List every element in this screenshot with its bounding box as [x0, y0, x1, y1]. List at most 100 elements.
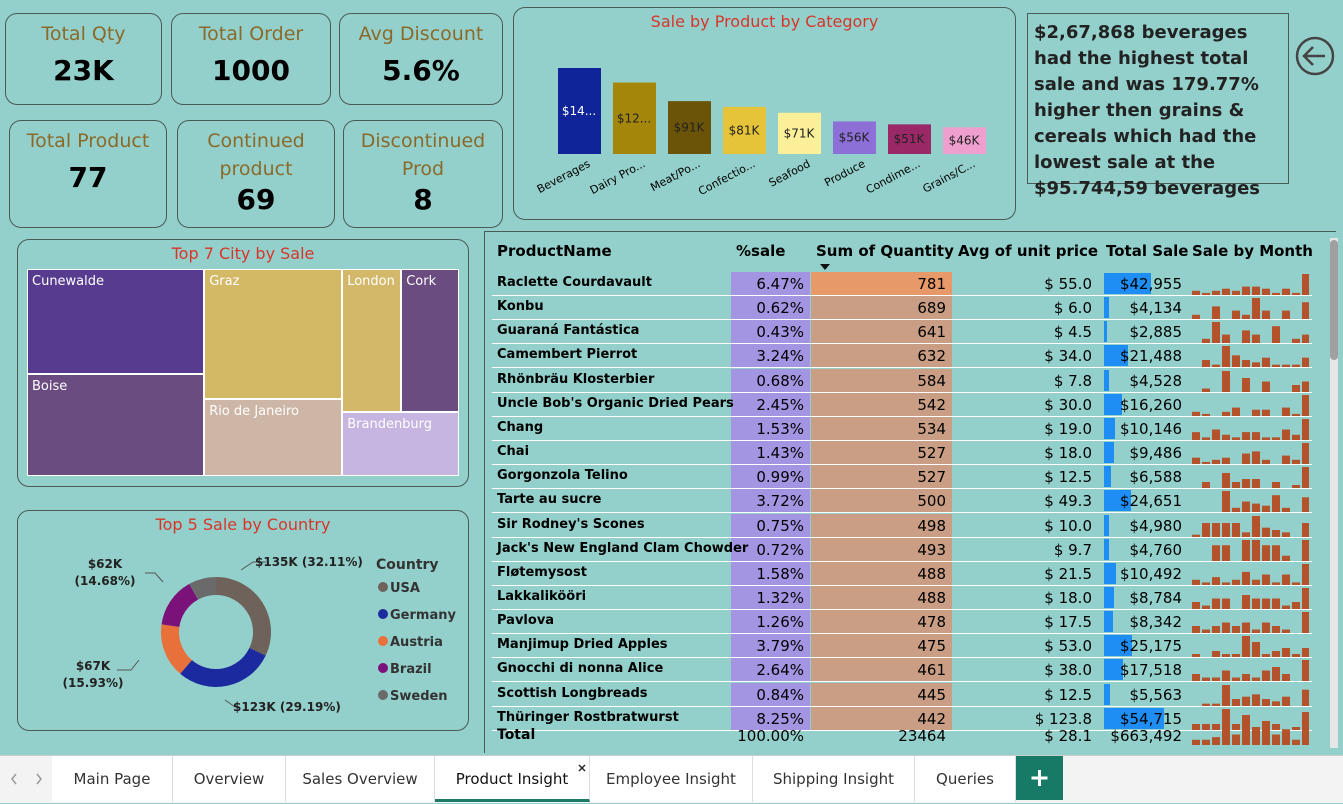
month-bar	[1242, 432, 1250, 440]
tab[interactable]: Overview	[173, 756, 286, 802]
column-header[interactable]: Total Sale	[1106, 242, 1189, 260]
product-table: ProductName %sale Sum of Quantity Avg of un…	[484, 231, 1330, 753]
row-divider	[492, 657, 1312, 659]
month-bar	[1232, 355, 1240, 368]
column-header[interactable]: Sale by Month	[1192, 242, 1313, 260]
month-bar	[1292, 485, 1300, 489]
column-header[interactable]: Sum of Quantity	[816, 242, 954, 260]
tile-label: Brandenburg	[347, 417, 433, 433]
month-bar	[1242, 696, 1250, 706]
pct-sale: 1.58%	[756, 564, 804, 583]
x-tick-label: Produce	[822, 157, 867, 189]
tile-label: Boise	[32, 378, 68, 394]
scrollbar[interactable]	[1330, 238, 1338, 748]
legend-label: Germany	[390, 608, 456, 623]
tab-scroll-arrows[interactable]	[0, 756, 52, 802]
month-bar	[1222, 522, 1230, 537]
column-header[interactable]: %sale	[736, 242, 786, 260]
month-bar	[1222, 582, 1230, 585]
unit-price: $ 49.3	[1044, 492, 1092, 511]
sparkline	[1202, 370, 1309, 392]
month-bar	[1222, 370, 1230, 392]
sparkline	[1192, 612, 1309, 634]
quantity: 534	[917, 419, 946, 438]
month-bar	[1302, 522, 1309, 537]
month-bar	[1192, 411, 1200, 416]
month-bar	[1192, 457, 1200, 465]
data-label: $62K (14.68%)	[74, 557, 136, 588]
unit-price: $ 7.8	[1053, 371, 1092, 390]
month-bar	[1302, 612, 1309, 634]
month-bar	[1302, 648, 1309, 658]
sale-data-bar	[1104, 683, 1111, 705]
month-bar	[1272, 700, 1280, 706]
leader-line	[240, 561, 266, 571]
tab[interactable]: Queries	[915, 756, 1016, 802]
month-bar	[1282, 288, 1290, 295]
plus-icon[interactable]	[1016, 756, 1063, 800]
month-bar	[1282, 555, 1290, 561]
month-bar	[1242, 360, 1250, 368]
bar	[888, 124, 931, 154]
month-bar	[1302, 443, 1309, 465]
month-bar	[1232, 677, 1240, 682]
pct-sale: 0.75%	[756, 516, 804, 535]
column-header[interactable]: Avg of unit price	[958, 242, 1099, 260]
month-bar	[1242, 729, 1250, 745]
data-label: $67K (15.93%)	[62, 659, 124, 690]
month-bar	[1272, 365, 1280, 368]
month-bar	[1272, 598, 1280, 609]
quantity: 542	[917, 395, 946, 414]
pct-cell-bg	[731, 344, 810, 368]
month-bar	[1192, 534, 1200, 537]
month-bar	[1242, 714, 1250, 730]
month-bar	[1222, 622, 1230, 634]
month-bar	[1282, 407, 1290, 416]
sparkline	[1192, 418, 1309, 440]
chart-title: Sale by Product by Category	[650, 12, 879, 31]
month-bar	[1232, 654, 1240, 658]
close-tab-icon[interactable]	[577, 763, 587, 773]
month-bar	[1292, 726, 1300, 730]
bar-panel: Sale by Product by Category $14... Bevera…	[513, 7, 1016, 220]
data-label: $135K (32.11%)	[255, 555, 363, 569]
scroll-thumb[interactable]	[1330, 240, 1338, 360]
unit-price: $ 55.0	[1044, 275, 1092, 293]
total-sale: $4,528	[1129, 371, 1183, 390]
treemap-tile: Graz	[204, 269, 343, 399]
tab[interactable]: Main Page	[52, 756, 173, 802]
month-bar	[1272, 734, 1280, 745]
month-bar	[1292, 365, 1300, 368]
month-bar	[1242, 594, 1250, 609]
month-bar	[1242, 539, 1250, 561]
bar	[778, 112, 821, 154]
sort-indicator	[820, 264, 830, 270]
add-tab-button[interactable]	[1016, 756, 1063, 800]
pct-sale: 1.43%	[756, 444, 804, 463]
tab[interactable]: Product Insight	[435, 756, 590, 802]
quantity: 23464	[898, 727, 946, 745]
month-bar	[1252, 598, 1260, 609]
quantity: 498	[917, 516, 946, 535]
unit-price: $ 18.0	[1044, 588, 1092, 607]
row-divider	[492, 512, 1312, 514]
tab[interactable]: Employee Insight	[590, 756, 753, 802]
tab[interactable]: Shipping Insight	[753, 756, 915, 802]
pct-cell-bg	[731, 634, 810, 658]
back-button[interactable]	[1294, 36, 1336, 78]
month-bar	[1282, 310, 1290, 320]
row-divider	[492, 560, 1312, 562]
tab[interactable]: Sales Overview	[286, 756, 435, 802]
column-header[interactable]: ProductName	[497, 242, 612, 260]
qty-cell-bg	[811, 682, 952, 706]
month-bar	[1272, 651, 1280, 658]
qty-cell-bg	[811, 706, 952, 730]
product-name: Rhönbräu Klosterbier	[497, 371, 655, 387]
month-bar	[1262, 654, 1270, 658]
total-sale: $2,885	[1129, 323, 1183, 342]
month-bar	[1262, 544, 1270, 561]
month-bar	[1192, 723, 1200, 730]
row-divider	[492, 343, 1312, 345]
kpi-card: Discontinued Prod 8	[343, 120, 503, 228]
